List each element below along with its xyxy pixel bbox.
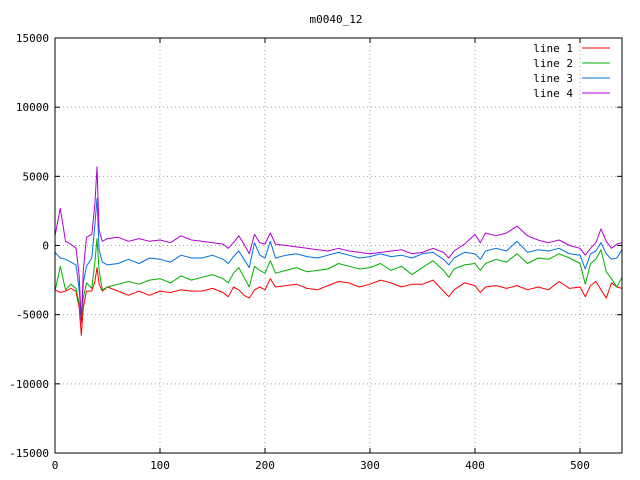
x-tick-label: 500 xyxy=(570,459,590,472)
y-axis-tick-labels: -15000 -10000 -5000 0 5000 10000 15000 xyxy=(9,32,49,460)
x-tick-label: 300 xyxy=(360,459,380,472)
legend-label: line 3 xyxy=(533,72,573,85)
y-tick-label: 0 xyxy=(42,240,49,253)
y-tick-label: 5000 xyxy=(23,170,50,183)
x-tick-label: 100 xyxy=(150,459,170,472)
y-tick-label: -10000 xyxy=(9,378,49,391)
axis-ticks xyxy=(54,37,622,454)
x-tick-label: 0 xyxy=(52,459,59,472)
x-tick-label: 400 xyxy=(465,459,485,472)
grid-lines xyxy=(55,38,622,453)
chart-title: m0040_12 xyxy=(310,13,363,26)
x-tick-label: 200 xyxy=(255,459,275,472)
legend: line 1 line 2 line 3 line 4 xyxy=(533,42,610,100)
plot-frame xyxy=(54,37,623,454)
legend-label: line 4 xyxy=(533,87,573,100)
legend-label: line 1 xyxy=(533,42,573,55)
y-tick-label: -15000 xyxy=(9,447,49,460)
legend-label: line 2 xyxy=(533,57,573,70)
series-line xyxy=(54,198,623,318)
y-tick-label: 15000 xyxy=(16,32,49,45)
y-tick-label: 10000 xyxy=(16,101,49,114)
series-lines xyxy=(54,166,623,336)
series-line xyxy=(54,238,623,321)
series-line xyxy=(54,166,623,324)
y-tick-label: -5000 xyxy=(16,309,49,322)
x-axis-tick-labels: 0 100 200 300 400 500 xyxy=(52,459,590,472)
series-line xyxy=(54,267,623,336)
